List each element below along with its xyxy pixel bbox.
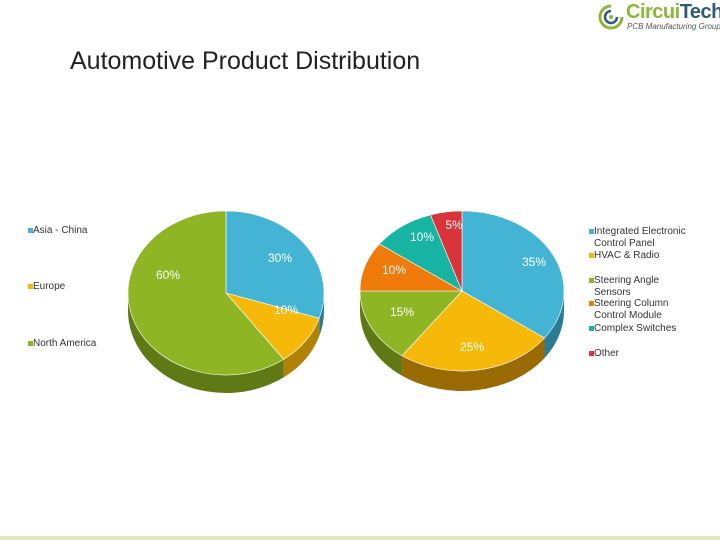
pie-slice-integrated-electronic-control-panel: [461, 210, 565, 339]
legend-label: Europe: [33, 281, 66, 292]
pie-slice-asia-china: [225, 210, 325, 319]
pie-data-label: 5%: [445, 218, 463, 232]
pie-slice-steering-angle-sensors: [359, 290, 463, 357]
legend-swatch: [589, 278, 594, 283]
legend-swatch: [28, 284, 33, 289]
pie-slice-other: [430, 210, 463, 292]
legend-swatch: [28, 228, 33, 233]
legend-swatch: [589, 229, 594, 234]
logo-wordmark: CircuiTech: [626, 1, 720, 23]
legend-label: Steering Column Control Module: [594, 298, 669, 321]
legend-swatch: [589, 351, 594, 356]
pie-data-label: 30%: [268, 251, 292, 265]
legend-label: North America: [33, 338, 97, 349]
legend-label: Other: [594, 348, 620, 359]
legend-swatch: [589, 301, 594, 306]
pie-data-label: 60%: [156, 268, 180, 282]
pie-slice-side: [402, 338, 545, 391]
pie-slice-side: [544, 291, 564, 359]
legend-label: Steering Angle Sensors: [594, 275, 660, 298]
legend-label: HVAC & Radio: [594, 250, 660, 261]
page-title: Automotive Product Distribution: [70, 47, 421, 75]
pie-data-label: 35%: [522, 255, 546, 269]
pie-slice-side: [319, 293, 324, 337]
legend-swatch: [28, 341, 33, 346]
pie-slice-side: [283, 318, 320, 378]
pie-slice-side: [359, 291, 403, 376]
pie-data-label: 10%: [382, 263, 406, 277]
pie-data-label: 25%: [460, 340, 484, 354]
pie-data-label: 10%: [410, 230, 434, 244]
legend-swatch: [589, 253, 594, 258]
company-logo: CircuiTech PCB Manufacturing Group: [596, 0, 720, 34]
pie-slice-side: [128, 293, 284, 393]
footer-divider: [0, 536, 720, 540]
legend-label: Asia - China: [33, 225, 88, 236]
legend-label: Integrated Electronic Control Panel: [594, 226, 686, 249]
legend-label: Complex Switches: [594, 323, 677, 334]
legend-swatch: [589, 326, 594, 331]
logo-swirl-icon: [598, 4, 624, 30]
pie-data-label: 15%: [390, 305, 414, 319]
pie-slice-hvac-radio: [401, 290, 545, 372]
logo-tagline: PCB Manufacturing Group: [627, 22, 720, 31]
pie-slice-north-america: [127, 210, 285, 376]
pie-data-label: 10%: [274, 303, 298, 317]
